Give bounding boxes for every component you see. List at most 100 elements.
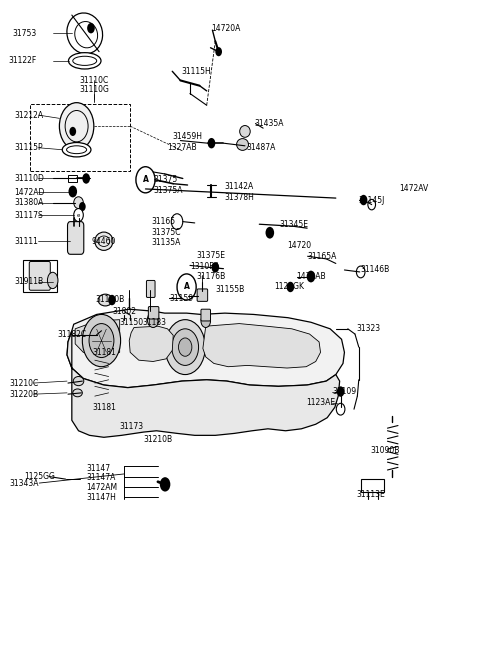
Circle shape	[179, 338, 192, 356]
Text: 31110D: 31110D	[14, 174, 44, 183]
Polygon shape	[67, 331, 340, 438]
Text: 31181: 31181	[92, 403, 116, 412]
Text: 1327AB: 1327AB	[168, 143, 197, 151]
Text: 31173: 31173	[120, 422, 144, 432]
Polygon shape	[67, 309, 345, 388]
Text: A: A	[184, 282, 190, 291]
Circle shape	[87, 23, 95, 33]
Circle shape	[360, 195, 367, 205]
Text: 1472AB: 1472AB	[297, 272, 326, 281]
Circle shape	[201, 314, 211, 328]
FancyBboxPatch shape	[68, 221, 84, 254]
FancyBboxPatch shape	[29, 261, 50, 290]
Text: 94460: 94460	[92, 236, 116, 246]
Text: 31181: 31181	[92, 348, 116, 357]
Text: 1310RA: 1310RA	[190, 261, 219, 271]
Text: 1123GK: 1123GK	[275, 282, 305, 291]
Circle shape	[108, 295, 116, 305]
Text: 31182C: 31182C	[58, 330, 86, 339]
Text: 31380A: 31380A	[14, 198, 44, 207]
Text: 31113E: 31113E	[356, 490, 384, 498]
Circle shape	[287, 282, 294, 292]
Text: 31165: 31165	[152, 217, 176, 226]
Text: 31176B: 31176B	[196, 272, 226, 281]
Circle shape	[83, 174, 90, 183]
Text: 1123AE: 1123AE	[306, 398, 336, 407]
Circle shape	[70, 127, 76, 136]
Ellipse shape	[74, 196, 84, 208]
Ellipse shape	[98, 294, 112, 306]
Circle shape	[212, 262, 219, 272]
Text: 31220B: 31220B	[10, 390, 39, 399]
Circle shape	[265, 227, 274, 238]
Text: 31115P: 31115P	[14, 143, 43, 152]
Circle shape	[60, 103, 94, 150]
Text: 14720A: 14720A	[212, 24, 241, 33]
Text: 31345E: 31345E	[279, 219, 308, 229]
Text: 31090B: 31090B	[370, 446, 400, 455]
Text: 31378H: 31378H	[225, 193, 255, 202]
Circle shape	[307, 271, 315, 282]
Text: 31375A: 31375A	[153, 186, 182, 195]
Text: 31375E: 31375E	[196, 251, 225, 260]
Text: 1125GG: 1125GG	[24, 472, 55, 481]
Polygon shape	[129, 326, 173, 362]
Text: e: e	[77, 213, 80, 217]
Circle shape	[337, 386, 345, 397]
Text: 31802: 31802	[112, 307, 136, 316]
Circle shape	[69, 185, 77, 197]
Text: 31165A: 31165A	[308, 252, 337, 261]
Polygon shape	[75, 320, 120, 355]
Text: 31110C: 31110C	[80, 76, 109, 85]
Text: 31145J: 31145J	[359, 196, 385, 204]
Text: 31142A: 31142A	[225, 183, 254, 191]
Circle shape	[208, 138, 216, 149]
Text: 31111: 31111	[14, 236, 38, 246]
Text: 31159: 31159	[169, 293, 193, 303]
FancyBboxPatch shape	[146, 280, 155, 297]
Circle shape	[172, 329, 199, 365]
FancyBboxPatch shape	[201, 309, 211, 321]
Text: 31147H: 31147H	[86, 493, 116, 502]
Circle shape	[136, 167, 155, 193]
Text: 31343A: 31343A	[10, 479, 39, 487]
Text: 31911B: 31911B	[14, 277, 44, 286]
Text: 31110G: 31110G	[79, 85, 109, 94]
FancyBboxPatch shape	[360, 479, 384, 492]
FancyBboxPatch shape	[148, 307, 159, 319]
Text: 31459H: 31459H	[172, 132, 202, 141]
Text: 31375C: 31375C	[152, 227, 181, 236]
Ellipse shape	[73, 377, 84, 386]
Ellipse shape	[240, 126, 250, 138]
FancyBboxPatch shape	[197, 289, 208, 301]
Text: 31155B: 31155B	[216, 285, 244, 294]
Ellipse shape	[62, 143, 91, 157]
Text: 31147: 31147	[86, 464, 110, 472]
Text: 31190B: 31190B	[96, 295, 125, 304]
Text: 31122F: 31122F	[9, 56, 37, 66]
Circle shape	[79, 202, 86, 211]
Text: 31210C: 31210C	[10, 379, 39, 388]
Text: 31375: 31375	[153, 176, 178, 184]
Ellipse shape	[48, 272, 58, 289]
Text: 1472AM: 1472AM	[86, 483, 117, 492]
Text: 31109: 31109	[332, 387, 356, 396]
Ellipse shape	[73, 389, 83, 397]
Ellipse shape	[69, 52, 101, 69]
Ellipse shape	[237, 139, 249, 151]
Circle shape	[177, 274, 196, 300]
Circle shape	[74, 208, 84, 221]
Text: 31487A: 31487A	[246, 143, 276, 151]
Text: 31212A: 31212A	[14, 111, 44, 120]
Ellipse shape	[67, 13, 103, 54]
Text: 31183: 31183	[143, 318, 167, 327]
Circle shape	[147, 312, 159, 328]
Polygon shape	[203, 324, 321, 368]
Text: 31147A: 31147A	[86, 474, 116, 482]
Text: 31210B: 31210B	[144, 436, 173, 445]
Text: 31135A: 31135A	[152, 238, 181, 247]
FancyBboxPatch shape	[23, 260, 57, 291]
Text: 1472AD: 1472AD	[14, 188, 45, 196]
Text: 1472AV: 1472AV	[399, 185, 428, 193]
Text: 31323: 31323	[356, 324, 380, 333]
